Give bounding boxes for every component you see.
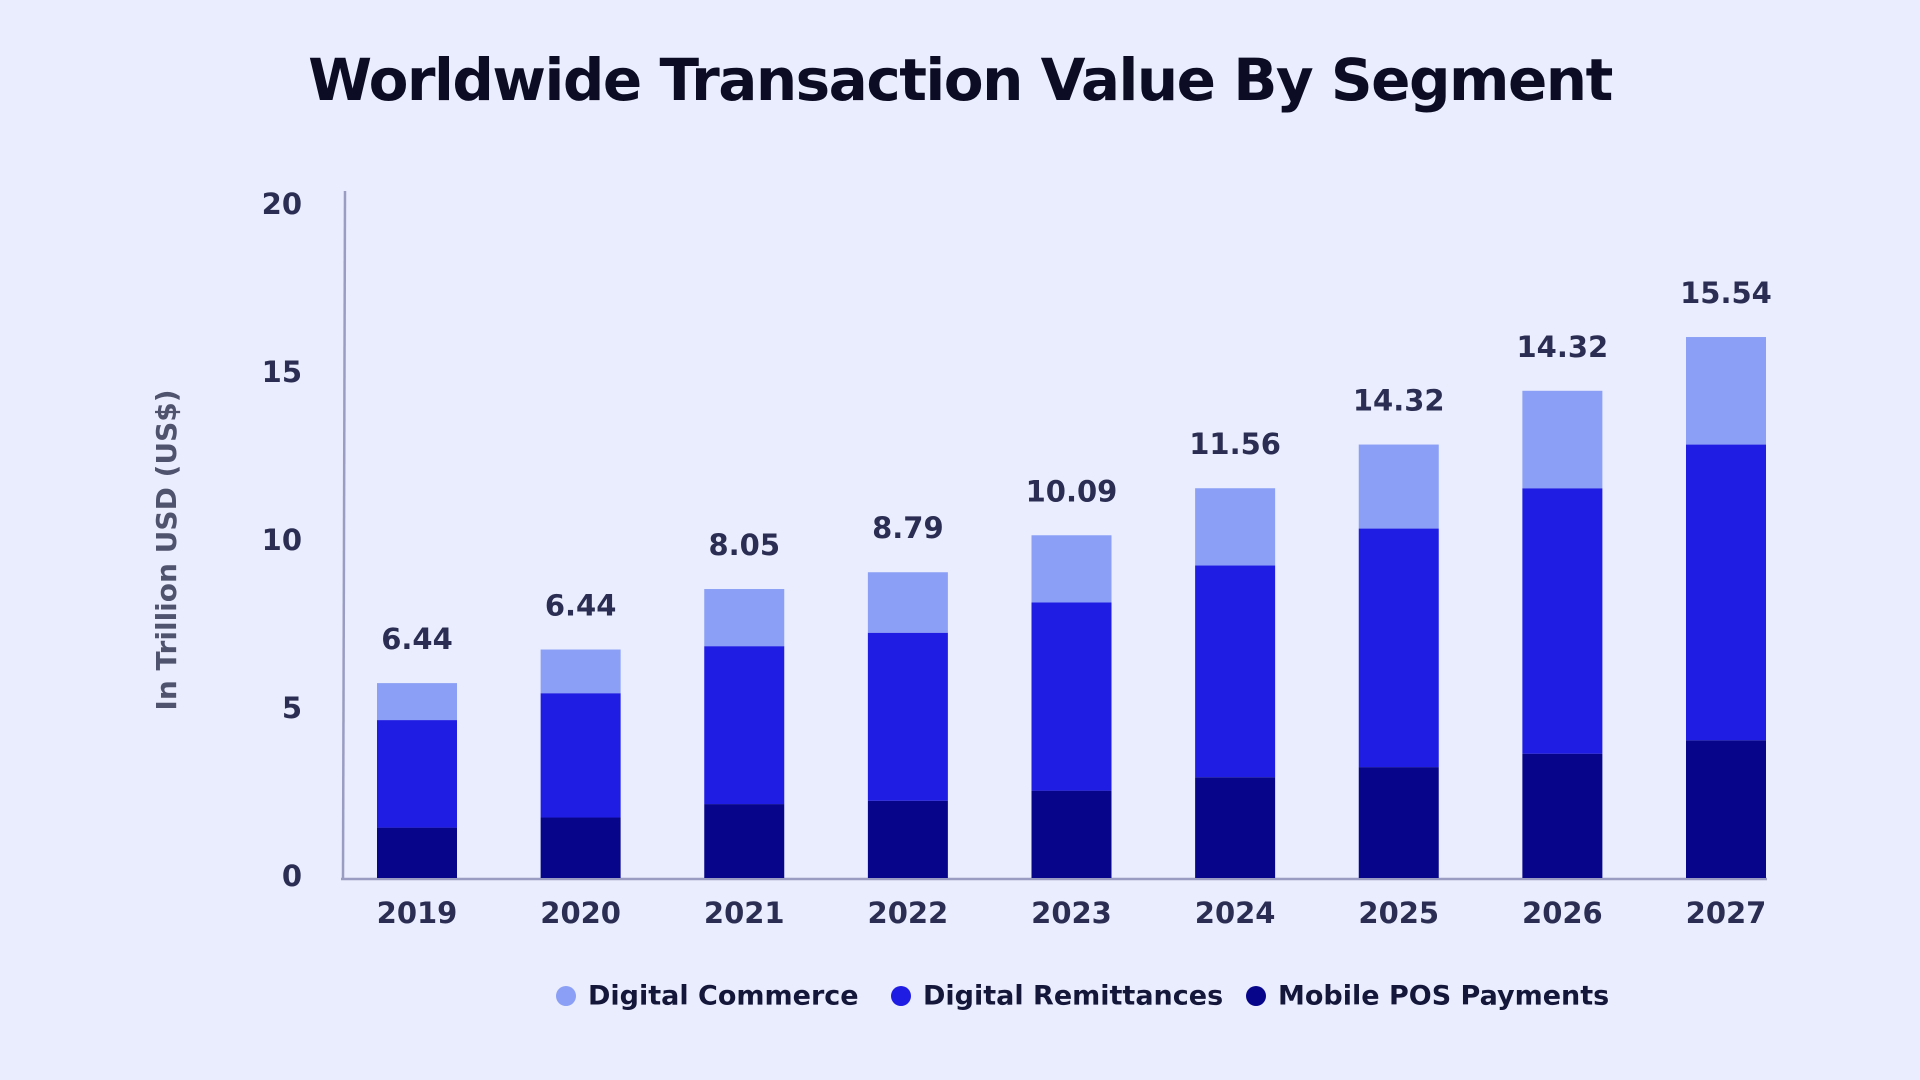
bar-segment (377, 683, 457, 721)
y-tick-label: 10 (262, 523, 302, 557)
bar-segment (1358, 767, 1439, 878)
bar-segment (1031, 535, 1112, 603)
total-label: 8.05 (708, 528, 780, 562)
x-tick-label: 2022 (868, 896, 949, 930)
bar-segment (867, 632, 948, 801)
y-tick-label: 15 (262, 355, 302, 389)
x-tick-label: 2024 (1195, 896, 1276, 930)
bar-segment (1195, 488, 1276, 566)
x-tick-label: 2019 (377, 896, 458, 930)
total-label: 10.09 (1026, 474, 1118, 508)
legend-label: Digital Commerce (588, 981, 859, 1012)
bar-segment (377, 827, 457, 878)
bar-segment (704, 804, 785, 878)
bar-segment (867, 800, 948, 878)
bar-segment (1522, 753, 1603, 878)
bar-segment (1686, 337, 1766, 445)
total-label: 8.79 (872, 511, 944, 545)
bar-segment (540, 817, 621, 878)
total-label: 11.56 (1189, 427, 1281, 461)
bar-segment (1358, 528, 1439, 768)
x-tick-label: 2023 (1031, 896, 1112, 930)
x-tick-label: 2026 (1522, 896, 1603, 930)
x-tick-label: 2027 (1686, 896, 1767, 930)
bar-segment (704, 589, 785, 647)
total-label: 6.44 (545, 589, 617, 623)
bar-segment (867, 572, 948, 633)
total-label: 6.44 (381, 622, 453, 656)
bar-segment (540, 649, 621, 694)
bar-segment (1522, 488, 1603, 754)
y-tick-label: 0 (282, 859, 302, 893)
bar-segment (1522, 390, 1603, 489)
x-tick-label: 2025 (1358, 896, 1439, 930)
bar-segment (1195, 777, 1276, 878)
bar-segment (1195, 565, 1276, 778)
bar-segment (1031, 602, 1112, 791)
bar-segment (704, 646, 785, 805)
y-axis-line (341, 190, 347, 880)
total-label: 15.54 (1680, 276, 1772, 310)
bar-segment (1358, 444, 1439, 529)
bar-segment (1031, 790, 1112, 878)
x-tick-label: 2021 (704, 896, 785, 930)
bar-segment (1686, 444, 1766, 741)
legend-marker (556, 986, 576, 1006)
legend-label: Mobile POS Payments (1278, 981, 1609, 1012)
x-tick-label: 2020 (540, 896, 621, 930)
chart-title: Worldwide Transaction Value By Segment (308, 46, 1612, 114)
y-tick-label: 20 (262, 187, 302, 221)
bar-segment (540, 693, 621, 818)
total-label: 14.32 (1353, 384, 1445, 418)
legend-label: Digital Remittances (923, 981, 1223, 1012)
legend-marker (1246, 986, 1266, 1006)
y-axis-label: In Trillion USD (US$) (150, 389, 183, 710)
y-tick-label: 5 (282, 691, 302, 725)
bar-segment (1686, 740, 1766, 878)
bar-segment (377, 720, 457, 828)
total-label: 14.32 (1517, 330, 1609, 364)
legend-marker (891, 986, 911, 1006)
